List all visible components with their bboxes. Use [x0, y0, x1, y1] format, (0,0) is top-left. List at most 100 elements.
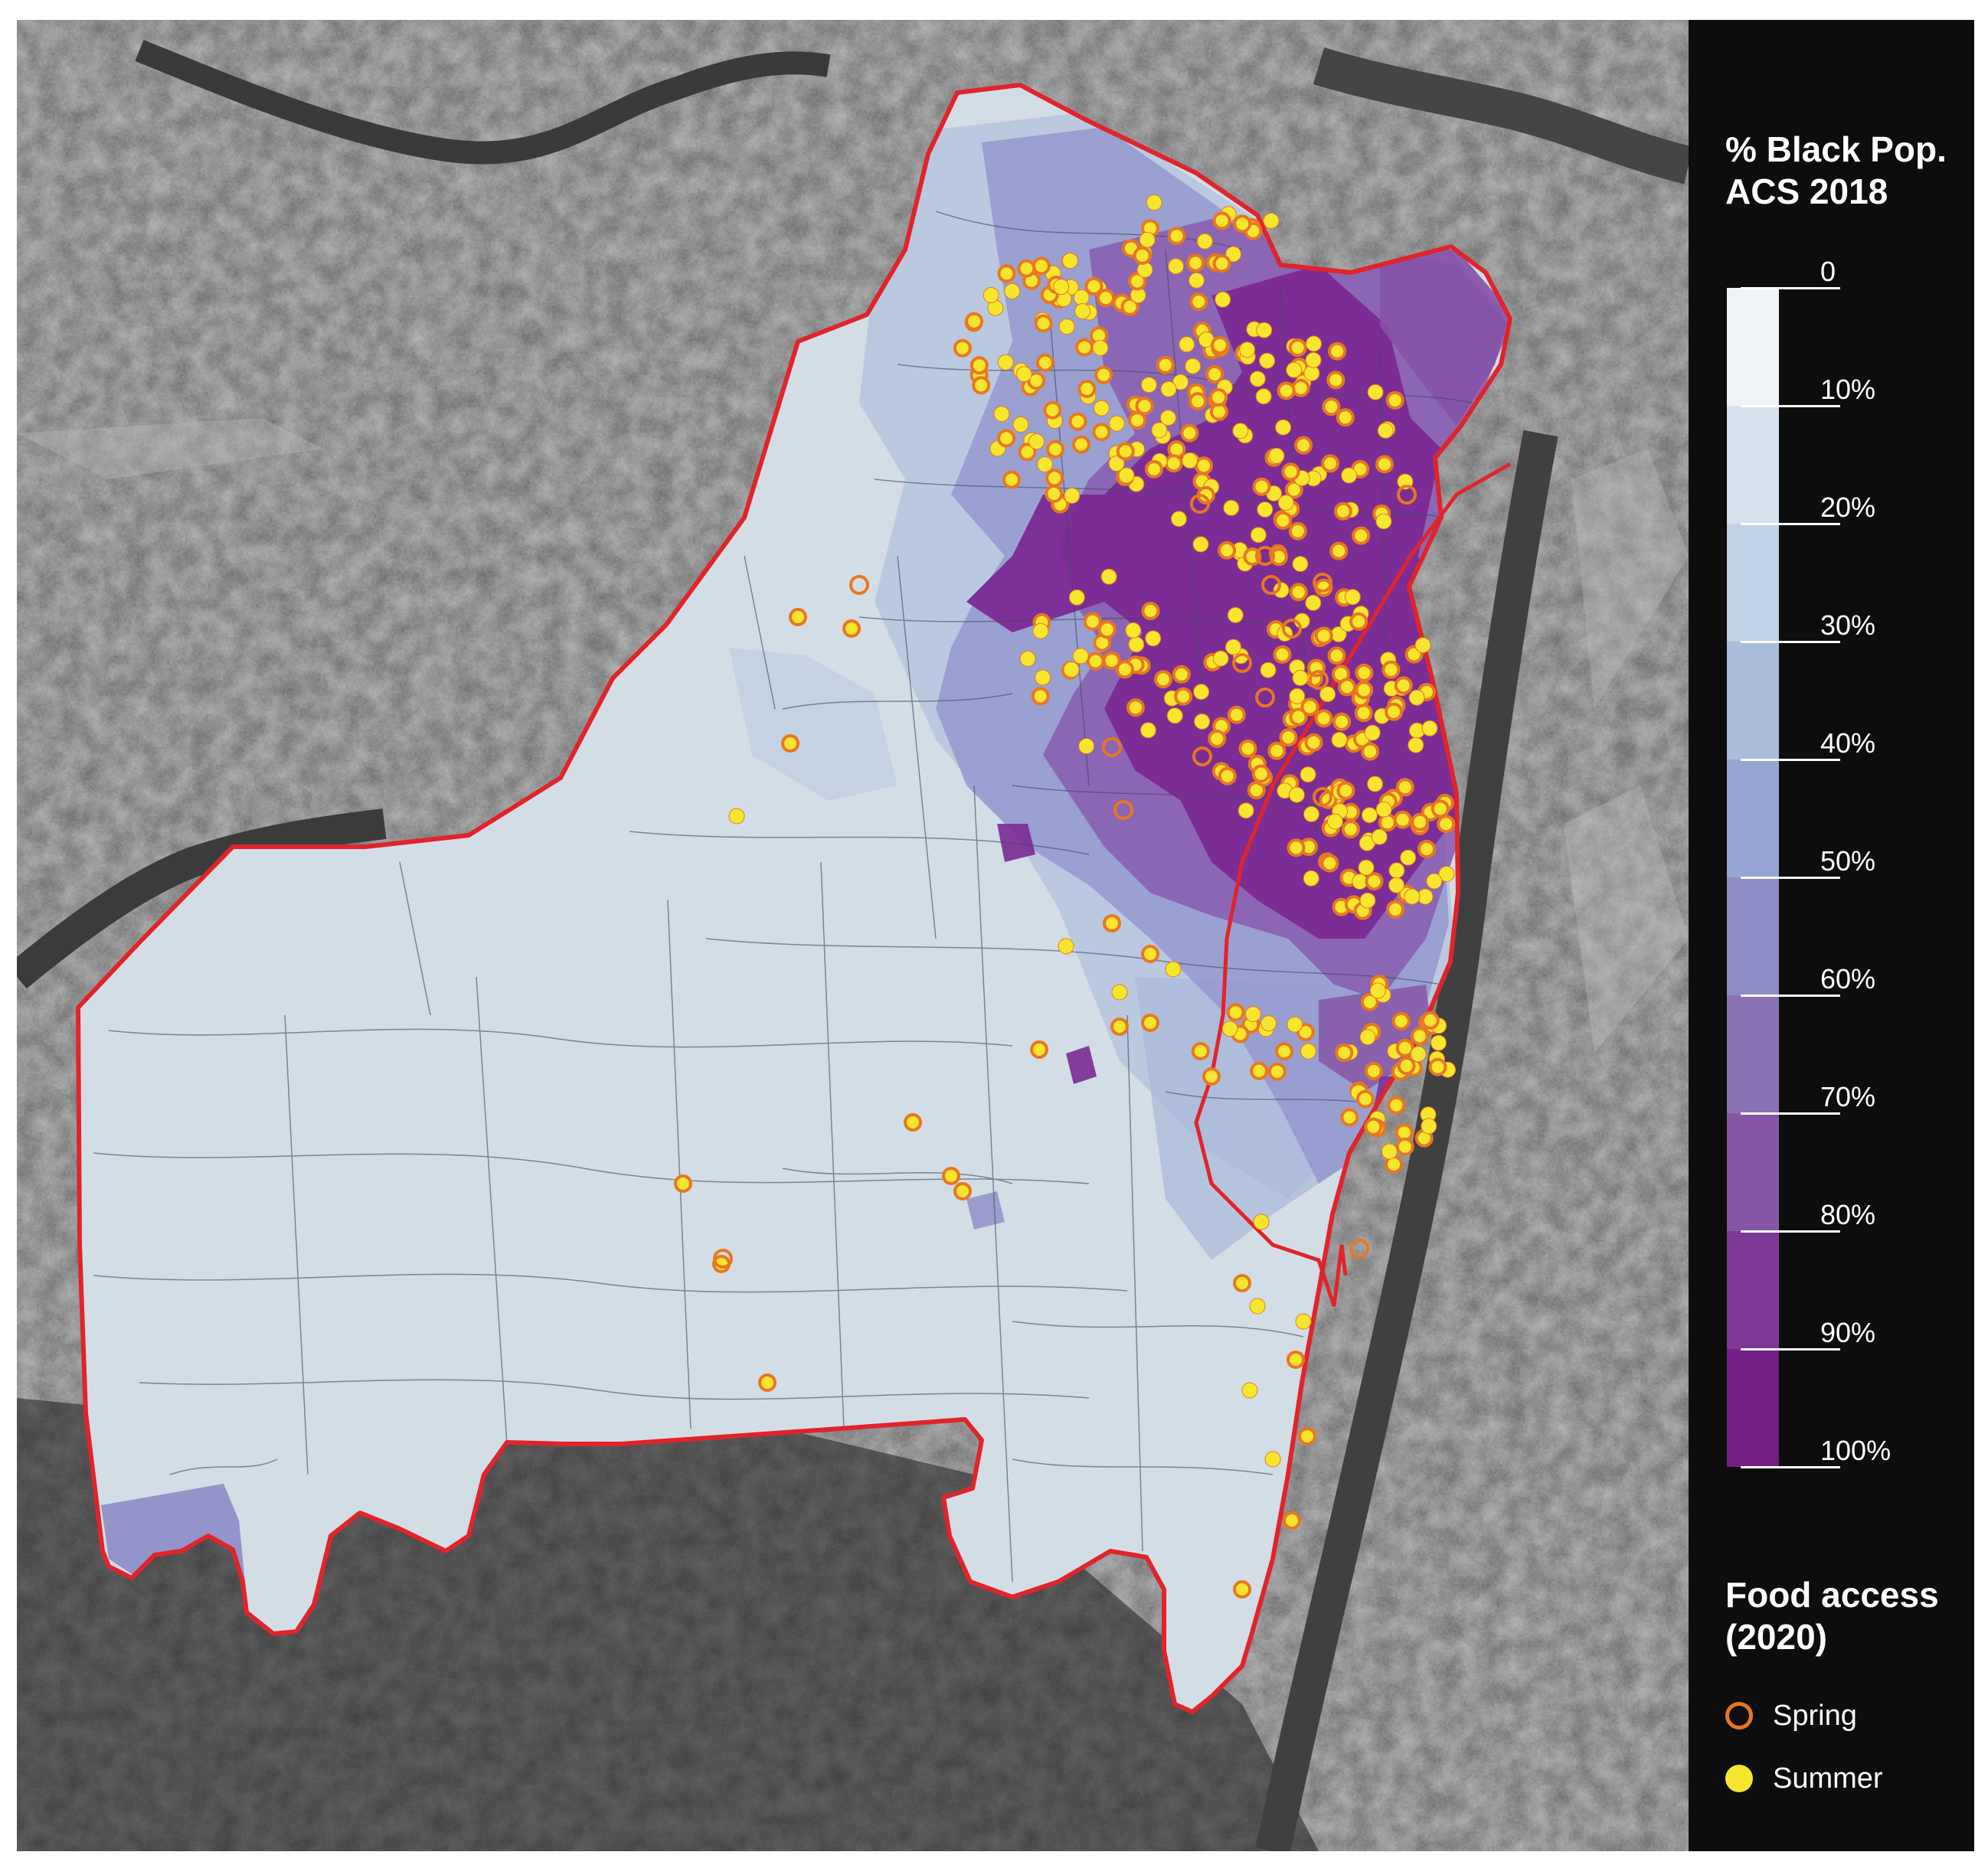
summer-site-marker [1015, 366, 1032, 383]
summer-site-marker [1202, 1067, 1221, 1086]
ramp-swatch [1727, 642, 1779, 759]
summer-site-marker [1064, 488, 1081, 504]
summer-site-marker [1341, 820, 1360, 839]
summer-site-marker [1367, 776, 1383, 792]
summer-site-marker [1004, 283, 1021, 299]
summer-site-marker [1061, 253, 1078, 269]
summer-site-marker [1225, 246, 1241, 263]
summer-site-marker [1275, 419, 1292, 436]
summer-site-marker [1032, 256, 1051, 276]
summer-site-marker [1336, 781, 1355, 800]
spring-site-marker [849, 575, 869, 595]
summer-site-marker [1233, 214, 1252, 234]
summer-site-marker [1288, 786, 1305, 803]
summer-site-marker [1395, 1038, 1414, 1057]
summer-site-marker [1141, 945, 1159, 963]
summer-site-marker [1244, 1006, 1261, 1023]
summer-site-marker [1388, 877, 1404, 893]
summer-site-marker [1375, 513, 1392, 530]
summer-site-marker [1215, 291, 1231, 308]
food-access-legend-title: Food access (2020) [1725, 1574, 1939, 1658]
food-access-legend-title-line2: (2020) [1725, 1617, 1827, 1658]
summer-site-marker [1212, 650, 1229, 667]
summer-site-marker [1075, 338, 1094, 357]
summer-site-marker [1388, 862, 1405, 879]
summer-site-marker [1326, 371, 1345, 390]
summer-site-marker [1250, 1061, 1269, 1080]
summer-site-marker [1141, 1014, 1159, 1032]
summer-site-marker [1250, 527, 1267, 544]
summer-site-marker [1209, 388, 1228, 407]
spring-site-marker [1255, 546, 1275, 566]
summer-site-marker [1058, 318, 1075, 335]
summer-site-marker [1437, 815, 1456, 834]
summer-site-marker [1284, 480, 1303, 499]
summer-site-marker [1287, 1351, 1305, 1369]
summer-site-marker [1164, 454, 1183, 473]
summer-site-marker [1411, 812, 1430, 831]
summer-site-marker [1414, 637, 1431, 654]
summer-site-marker [1221, 1021, 1238, 1037]
summer-site-marker [1426, 873, 1443, 890]
summer-site-marker [1314, 709, 1333, 728]
ramp-label: 30% [1820, 609, 1876, 641]
summer-site-marker [1386, 900, 1405, 919]
ramp-tick [1741, 1230, 1840, 1233]
ramp-tick [1741, 405, 1840, 407]
summer-site-marker [1125, 622, 1142, 639]
summer-site-marker [1030, 1040, 1048, 1059]
summer-site-marker [969, 356, 989, 375]
spring-site-marker [1309, 670, 1329, 690]
summer-site-marker [1326, 813, 1343, 830]
summer-site-marker [1084, 276, 1104, 296]
summer-site-marker [1028, 433, 1045, 450]
summer-site-marker [1118, 467, 1135, 484]
ramp-swatch [1727, 877, 1779, 995]
summer-site-marker [1194, 713, 1211, 730]
spring-site-marker [1190, 494, 1210, 514]
summer-site-marker [1140, 722, 1156, 739]
ramp-swatch [1727, 1231, 1779, 1349]
summer-site-marker [1304, 733, 1323, 752]
spring-site-marker [1102, 737, 1122, 757]
summer-site-marker [1321, 454, 1340, 473]
summer-site-marker [1035, 669, 1051, 686]
summer-site-marker [1322, 397, 1341, 416]
summer-site-marker [997, 429, 1016, 448]
summer-site-marker [1045, 469, 1064, 488]
summer-site-marker [1193, 684, 1210, 701]
summer-site-marker [1156, 355, 1175, 374]
summer-site-marker [1291, 378, 1310, 397]
summer-site-marker [1375, 455, 1394, 474]
summer-site-marker [1303, 805, 1319, 822]
ramp-label: 0 [1820, 256, 1836, 287]
summer-site-marker [1092, 423, 1111, 442]
ramp-tick [1741, 523, 1840, 525]
orange-ring-icon [1725, 1702, 1753, 1729]
summer-site-marker [1092, 340, 1109, 356]
summer-site-marker [1073, 289, 1090, 305]
summer-site-marker [993, 406, 1010, 423]
summer-site-marker [1165, 961, 1182, 978]
summer-site-marker [1387, 1096, 1406, 1115]
ramp-swatch [1727, 1349, 1779, 1467]
summer-site-marker [1019, 651, 1036, 667]
food-access-points [674, 194, 1457, 1599]
summer-site-marker [1421, 1118, 1437, 1135]
summer-site-marker [1385, 390, 1404, 410]
summer-site-marker [1154, 670, 1172, 689]
summer-site-marker [1043, 400, 1062, 420]
summer-site-marker [1068, 589, 1085, 606]
summer-site-marker [1241, 1382, 1258, 1399]
summer-site-marker [1408, 737, 1424, 753]
summer-site-marker [758, 1373, 777, 1392]
summer-site-marker [1289, 688, 1306, 704]
summer-site-marker [1431, 1034, 1447, 1051]
summer-site-marker [983, 287, 999, 303]
map-canvas[interactable] [17, 20, 1689, 1851]
summer-site-marker [1212, 254, 1231, 273]
summer-site-marker [1336, 408, 1355, 427]
summer-site-marker [1333, 501, 1352, 521]
summer-site-marker [1058, 938, 1074, 955]
summer-site-marker [1018, 443, 1037, 462]
